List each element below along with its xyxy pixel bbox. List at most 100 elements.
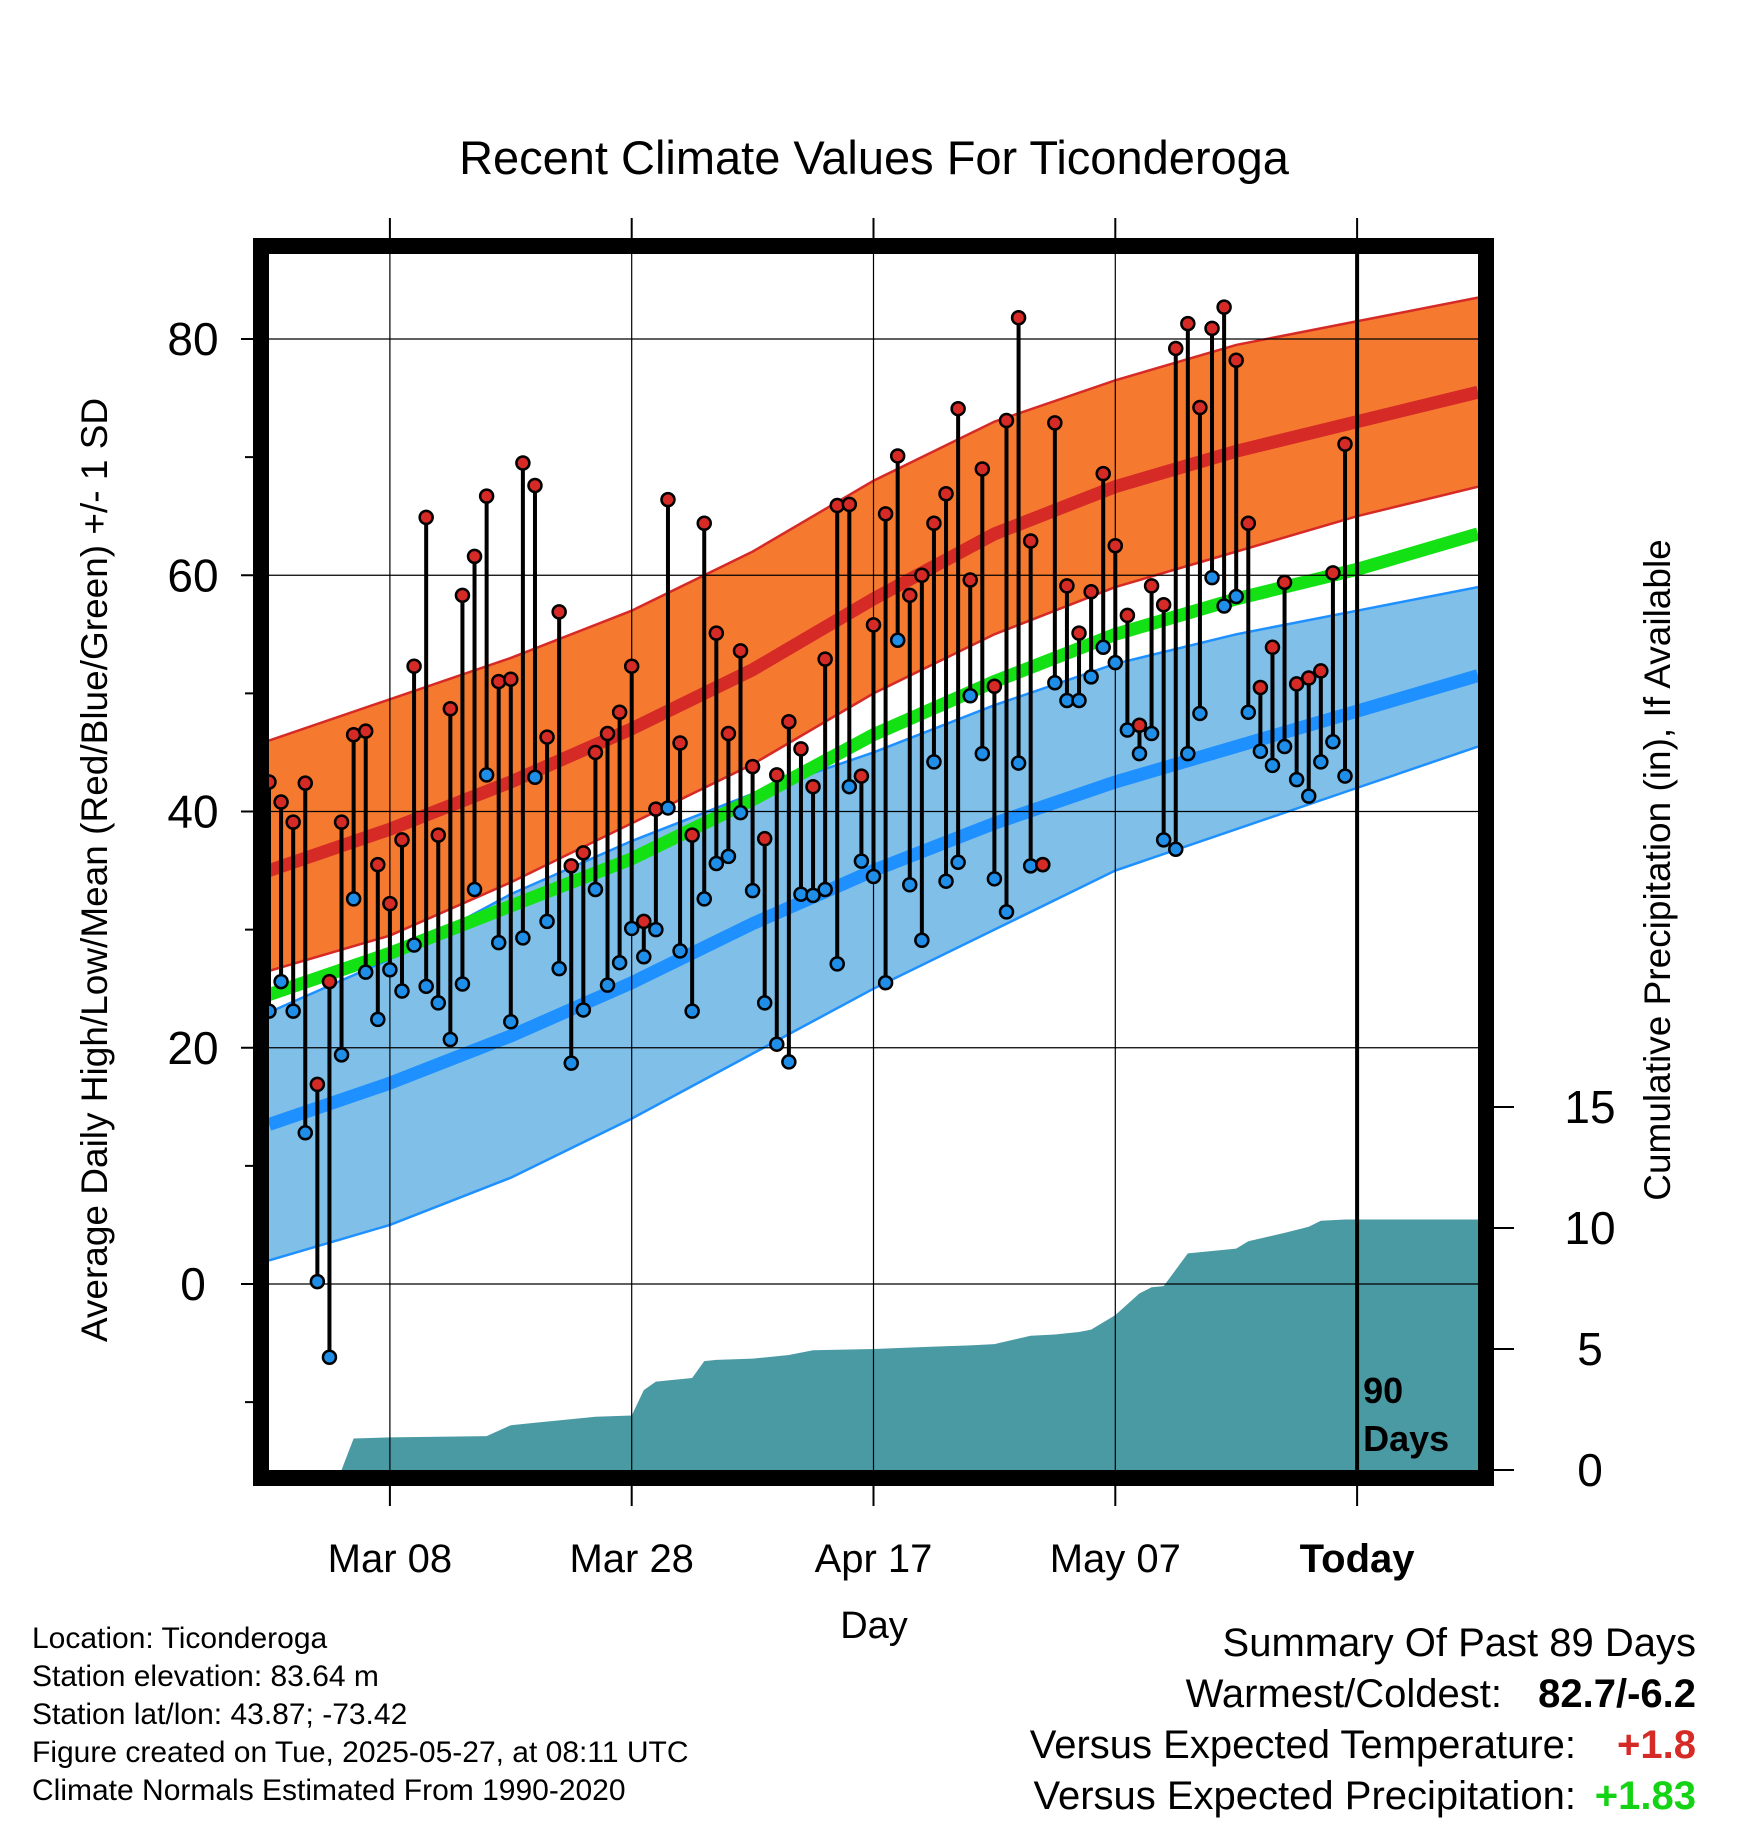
daily-low-point [285, 1003, 301, 1019]
daily-high-point [430, 827, 447, 843]
daily-low-point [974, 745, 991, 762]
daily-low-point [902, 876, 918, 893]
daily-high-point [1180, 315, 1196, 332]
daily-high-point [1131, 717, 1148, 734]
daily-low-point [273, 973, 289, 990]
daily-low-point [345, 891, 362, 907]
daily-high-point [1022, 533, 1039, 549]
daily-low-point [938, 873, 954, 889]
today-days-number: 90 [1363, 1370, 1403, 1411]
summary-panel: Summary Of Past 89 Days Warmest/Coldest:… [1030, 1618, 1696, 1822]
daily-high-point [515, 455, 531, 471]
daily-low-point [1288, 771, 1305, 788]
daily-low-point [889, 632, 906, 648]
daily-low-point [269, 1003, 277, 1019]
daily-high-point [889, 448, 906, 464]
daily-high-point [1095, 465, 1111, 482]
daily-high-point [503, 671, 519, 687]
daily-high-point [756, 830, 773, 847]
daily-low-point [490, 934, 507, 951]
daily-high-point [817, 651, 833, 667]
daily-high-point [853, 768, 870, 784]
daily-low-point [672, 943, 688, 959]
daily-low-point [1107, 654, 1124, 671]
daily-low-point [1276, 738, 1293, 755]
daily-high-point [684, 827, 700, 843]
daily-low-point [1131, 745, 1148, 762]
x-tick-label: Today [1300, 1537, 1416, 1581]
daily-low-point [660, 800, 676, 816]
daily-low-point [599, 977, 616, 993]
daily-high-point [454, 587, 471, 604]
daily-high-point [611, 704, 628, 721]
y-tick-label: 20 [167, 1022, 218, 1074]
daily-low-point [853, 853, 870, 869]
y2-axis-label: Cumulative Precipitation (in), If Availa… [1637, 539, 1678, 1201]
daily-high-point [974, 461, 991, 477]
daily-low-point [744, 882, 761, 899]
plot-frame [253, 238, 1494, 1486]
daily-high-point [636, 913, 652, 930]
daily-high-point [321, 973, 338, 990]
daily-low-point [333, 1047, 350, 1063]
normals-text: Climate Normals Estimated From 1990-2020 [32, 1774, 626, 1807]
daily-low-point [817, 881, 833, 898]
daily-low-point [623, 920, 640, 937]
daily-high-point [394, 832, 410, 848]
daily-low-point [551, 960, 567, 977]
grid [269, 254, 1478, 1470]
latlon-text: Station lat/lon: 43.87; -73.42 [32, 1698, 408, 1731]
daily-low-point [805, 887, 821, 904]
daily-low-point [756, 995, 773, 1011]
daily-high-point [623, 658, 640, 674]
daily-low-point [478, 767, 495, 783]
daily-low-point [1325, 734, 1341, 750]
daily-high-point [575, 845, 592, 861]
daily-low-point [1155, 832, 1172, 848]
daily-low-point [950, 854, 966, 871]
daily-high-point [986, 678, 1003, 695]
daily-high-point [696, 515, 712, 532]
daily-low-point [466, 881, 483, 898]
daily-low-point [1180, 745, 1196, 762]
y2-tick-label: 0 [1577, 1444, 1603, 1496]
daily-low-point [357, 964, 374, 980]
daily-low-point [442, 1031, 459, 1048]
daily-high-point [672, 735, 688, 751]
daily-high-point [708, 625, 725, 641]
daily-high-point [877, 506, 894, 522]
daily-high-point [309, 1076, 326, 1093]
daily-low-point [732, 804, 749, 821]
daily-low-point [986, 871, 1003, 887]
daily-low-point [539, 913, 555, 930]
daily-low-point [1143, 725, 1160, 742]
daily-high-point [1337, 436, 1353, 452]
daily-low-point [587, 881, 604, 898]
daily-low-point [575, 1002, 592, 1018]
location-text: Location: Ticonderoga [32, 1622, 328, 1655]
daily-low-point [382, 962, 398, 978]
daily-high-point [563, 858, 579, 874]
temp-versus-row: Versus Expected Temperature: +1.8 [1030, 1720, 1696, 1771]
daily-high-point [1228, 352, 1244, 369]
daily-high-point [285, 814, 301, 830]
daily-low-point [1337, 768, 1353, 784]
daily-high-point [442, 700, 459, 717]
daily-low-point [1264, 757, 1281, 774]
daily-low-point [877, 975, 894, 991]
daily-high-point [1047, 415, 1063, 431]
today-days-label: Days [1363, 1418, 1449, 1459]
precip-versus-row: Versus Expected Precipitation: +1.83 [1030, 1771, 1696, 1822]
daily-low-point [1071, 692, 1087, 709]
daily-low-point [684, 1003, 700, 1019]
daily-low-point [321, 1349, 338, 1365]
y2-tick-label: 10 [1564, 1202, 1615, 1254]
daily-high-point [1288, 676, 1305, 692]
daily-low-point [418, 978, 434, 995]
daily-low-point [720, 848, 737, 865]
daily-high-point [1168, 340, 1184, 357]
daily-high-point [297, 775, 314, 791]
daily-high-point [587, 744, 604, 761]
daily-high-point [1119, 607, 1136, 624]
